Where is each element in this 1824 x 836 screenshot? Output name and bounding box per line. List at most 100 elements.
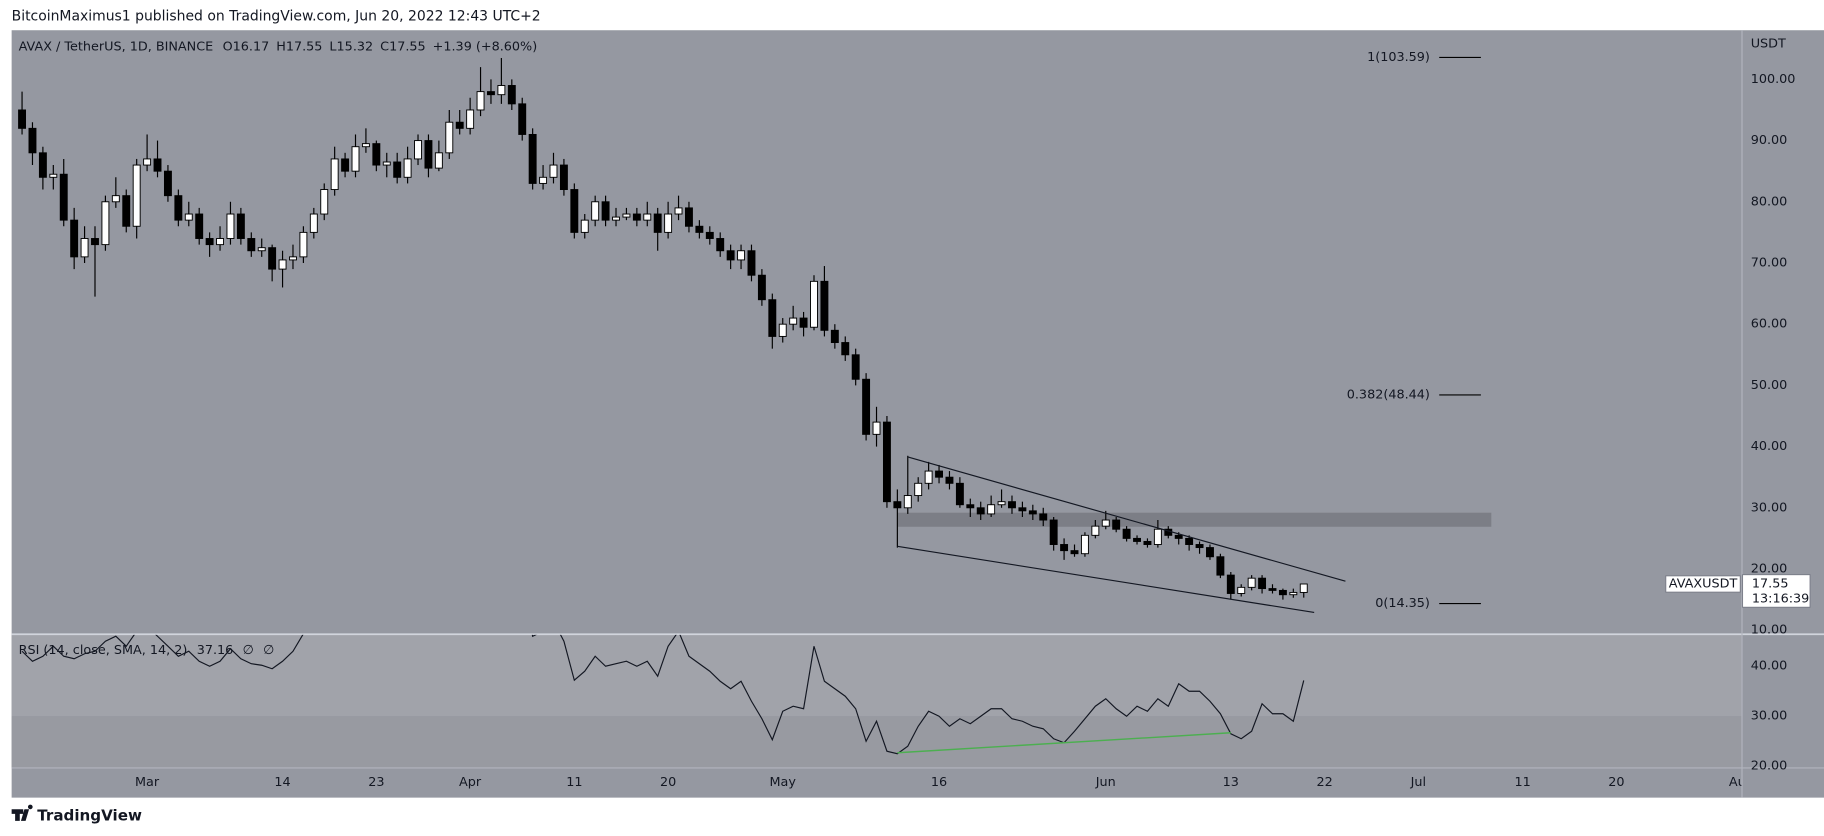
rsi-line — [21, 634, 1305, 755]
candle-body — [372, 143, 381, 166]
fib-label: 0.382(48.44) — [1347, 387, 1430, 402]
time-tick-label: Mar — [135, 775, 160, 790]
candle-body — [320, 189, 329, 215]
rsi-tick-label: 20.00 — [1751, 759, 1788, 774]
price-tick-label: 70.00 — [1751, 255, 1788, 270]
candle-body — [1299, 583, 1308, 593]
time-tick-label: 14 — [274, 775, 290, 790]
candle-body — [445, 121, 454, 154]
time-tick-label: Jul — [1410, 775, 1426, 790]
candle-body — [111, 195, 120, 203]
candle-body — [1237, 586, 1246, 594]
ohlc-value: 16.17 — [233, 39, 270, 54]
candle-body — [1060, 544, 1069, 552]
candle-body — [674, 207, 683, 215]
candle-body — [591, 201, 600, 221]
candle-body — [195, 213, 204, 239]
candle-body — [997, 501, 1006, 506]
candle-body — [1008, 501, 1016, 509]
candle-body — [643, 213, 652, 221]
candle-body — [18, 109, 27, 129]
candle-body — [966, 504, 975, 509]
symbol-title: AVAX / TetherUS, 1D, BINANCE — [19, 39, 214, 54]
time-tick-label: 23 — [368, 775, 384, 790]
price-tick-label: 90.00 — [1751, 133, 1788, 148]
candle-body — [757, 274, 766, 301]
candle-body — [80, 238, 89, 258]
symbol-tag-box — [1665, 575, 1741, 593]
candle-body — [1206, 547, 1214, 558]
candle-body — [559, 164, 568, 191]
candle-body — [38, 152, 47, 178]
candle-body — [882, 421, 891, 503]
candle-body — [414, 140, 422, 160]
candle-body — [914, 482, 923, 497]
rsi-pane — [21, 634, 1305, 755]
time-tick-label: 16 — [931, 775, 947, 790]
candle-body — [580, 219, 589, 233]
candle-body — [309, 213, 318, 233]
candle-body — [622, 213, 631, 218]
price-tick-label: 60.00 — [1751, 317, 1788, 332]
candle-body — [49, 173, 58, 178]
candle-body — [122, 195, 131, 227]
change-label: +1.39 (+8.60%) — [433, 39, 538, 54]
candle-body — [528, 133, 537, 184]
candle-body — [862, 378, 871, 435]
rsi-tick-label: 40.00 — [1751, 659, 1788, 674]
time-tick-label: May — [770, 775, 797, 790]
candle-body — [851, 354, 860, 380]
time-tick-label: 22 — [1316, 775, 1332, 790]
price-pane: 1(103.59) 0.382(48.44) 0(14.35) — [18, 50, 1492, 614]
candle-body — [945, 476, 954, 484]
candle-body — [737, 250, 746, 261]
price-tick-label: 40.00 — [1751, 439, 1788, 454]
candle-body — [1174, 534, 1183, 539]
candle-body — [70, 219, 79, 258]
candle-body — [361, 143, 370, 148]
candle-body — [924, 470, 933, 484]
rsi-legend: RSI (14, close, SMA, 14, 2) 37.16 ∅ ∅ — [19, 642, 275, 657]
candle-body — [341, 158, 350, 172]
candle-body — [434, 152, 443, 169]
candle-body — [601, 201, 610, 221]
price-tick-label: 30.00 — [1751, 500, 1788, 515]
time-tick-label: 20 — [660, 775, 676, 790]
candle-body — [1091, 525, 1100, 536]
candle-body — [1278, 589, 1287, 596]
rsi-extra: ∅ — [243, 642, 254, 657]
candle-body — [1018, 507, 1027, 512]
candle-body — [1185, 537, 1194, 545]
candle-body — [424, 140, 433, 169]
price-axis-currency: USDT — [1751, 37, 1786, 52]
candle-body — [289, 256, 297, 261]
candle-body — [976, 507, 985, 515]
candle-body — [1028, 510, 1037, 515]
candle-body — [1122, 528, 1131, 539]
rsi-title: RSI (14, close, SMA, 14, 2) — [19, 642, 188, 657]
candle-body — [1070, 550, 1079, 555]
fib-label: 0(14.35) — [1375, 596, 1430, 611]
countdown: 13:16:39 — [1752, 592, 1809, 607]
candle-body — [632, 213, 641, 221]
symbol-tag: AVAXUSDT — [1669, 576, 1738, 591]
candle-body — [1101, 519, 1110, 527]
candle-body — [1216, 556, 1225, 576]
candle-body — [1268, 588, 1277, 591]
ohlc-value: 17.55 — [286, 39, 323, 54]
candle-body — [351, 146, 360, 172]
candle-body — [455, 121, 464, 129]
candle-body — [705, 231, 714, 239]
candle-body — [549, 164, 558, 178]
time-tick-label: 11 — [566, 775, 582, 790]
candle-body — [184, 213, 193, 221]
price-tag: 17.55 — [1752, 576, 1789, 591]
candle-body — [747, 250, 756, 276]
candle-body — [820, 280, 829, 331]
candle-body — [716, 238, 725, 252]
candle-body — [664, 213, 673, 233]
candle-body — [382, 161, 391, 166]
price-tick-label: 80.00 — [1751, 194, 1788, 209]
fib-label: 1(103.59) — [1367, 50, 1430, 65]
candle-body — [476, 91, 485, 111]
